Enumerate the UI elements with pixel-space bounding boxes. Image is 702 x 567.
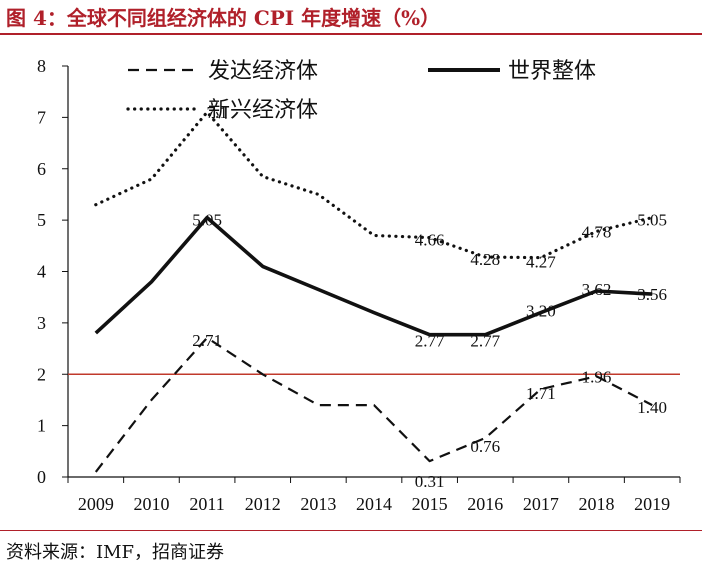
data-label: 2.71 (192, 331, 222, 350)
data-label: 2.77 (415, 332, 445, 351)
legend-emerging-economies: 新兴经济体 (208, 98, 318, 123)
data-label: 4.66 (415, 231, 445, 250)
x-tick-label: 2019 (634, 494, 670, 514)
world-line (94, 215, 653, 337)
data-label: 1.40 (637, 398, 667, 417)
x-tick-label: 2010 (133, 494, 169, 514)
legend-developed-economies: 发达经济体 (208, 59, 318, 84)
data-label: 4.78 (582, 222, 612, 241)
data-label: 4.27 (526, 253, 556, 272)
x-tick-label: 2011 (189, 494, 224, 514)
y-tick-label: 2 (37, 364, 46, 384)
emerging-economies-line (94, 110, 654, 260)
data-label: 3.56 (637, 285, 667, 304)
source-note: 资料来源：IMF，招商证券 (6, 542, 225, 563)
data-label: 4.28 (470, 250, 500, 269)
x-tick-label: 2012 (245, 494, 281, 514)
developed-economies-line (94, 336, 653, 473)
chart-title: 图 4：全球不同组经济体的 CPI 年度增速（%） (6, 6, 441, 30)
x-tick-label: 2009 (78, 494, 114, 514)
data-label: 7.1 (206, 103, 227, 122)
title-divider (0, 33, 702, 35)
data-label: 0.31 (415, 472, 445, 491)
data-label: 5.05 (192, 211, 222, 230)
y-tick-label: 3 (37, 313, 46, 333)
x-tick-label: 2015 (412, 494, 448, 514)
y-tick-label: 6 (37, 159, 46, 179)
y-tick-label: 4 (37, 262, 46, 282)
x-tick-label: 2014 (356, 494, 392, 514)
y-tick-label: 0 (37, 467, 46, 487)
data-label: 2.77 (470, 332, 500, 351)
x-tick-label: 2018 (579, 494, 615, 514)
x-tick-label: 2013 (300, 494, 336, 514)
legend-world: 世界整体 (508, 59, 596, 84)
data-label: 3.20 (526, 302, 556, 321)
x-tick-label: 2016 (467, 494, 503, 514)
data-label: 1.96 (582, 367, 612, 386)
y-tick-label: 5 (37, 210, 46, 230)
y-tick-label: 1 (37, 416, 46, 436)
y-tick-label: 7 (37, 107, 46, 127)
data-label: 1.71 (526, 384, 556, 403)
x-tick-label: 2017 (523, 494, 559, 514)
data-label: 3.62 (582, 280, 612, 299)
data-label: 0.76 (470, 437, 500, 456)
cpi-line-chart: 0 1 2 3 4 5 6 7 8 2009 2010 2011 2012 2013 2014 2015 201… (37, 56, 681, 514)
source-divider (0, 530, 702, 531)
data-label: 5.05 (637, 211, 667, 230)
y-tick-label: 8 (37, 56, 46, 76)
